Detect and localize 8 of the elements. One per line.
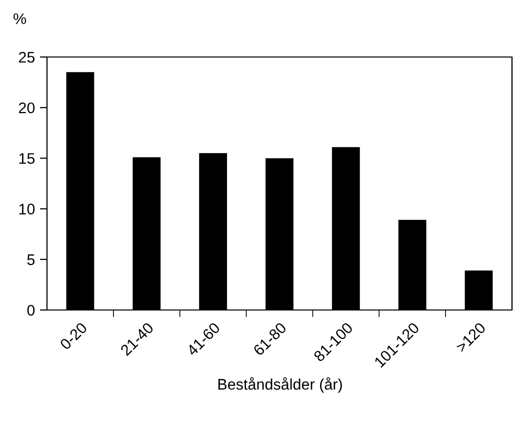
y-axis-title: %	[14, 13, 26, 24]
y-tick-label: 0	[27, 304, 35, 316]
y-tick-label: 10	[19, 204, 35, 214]
y-tick-label: 5	[27, 254, 35, 266]
x-axis-title: Beståndsålder (år)	[218, 377, 342, 393]
y-tick-label: 25	[18, 52, 35, 63]
y-tick-label: 20	[18, 102, 35, 114]
y-tick-label: 15	[19, 153, 35, 164]
